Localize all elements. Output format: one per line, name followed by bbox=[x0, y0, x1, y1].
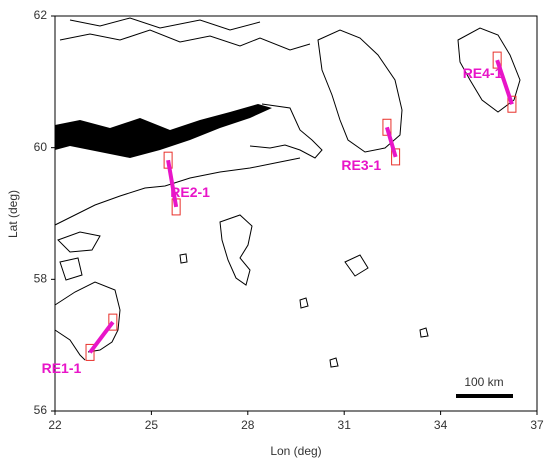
end-box bbox=[391, 148, 401, 166]
y-tick-label: 62 bbox=[34, 8, 48, 22]
transect-label: RE4-1 bbox=[463, 65, 503, 81]
end-box bbox=[108, 313, 118, 331]
y-tick-label: 56 bbox=[34, 403, 48, 417]
scale-bar-label: 100 km bbox=[464, 375, 503, 389]
transect-label: RE3-1 bbox=[341, 157, 381, 173]
end-box bbox=[507, 95, 517, 113]
transect-label: RE1-1 bbox=[42, 360, 82, 376]
x-tick-label: 37 bbox=[530, 418, 544, 432]
transect bbox=[88, 320, 115, 354]
plot-frame bbox=[54, 15, 538, 412]
x-tick-label: 34 bbox=[434, 418, 448, 432]
y-tick-label: 60 bbox=[34, 140, 48, 154]
transect bbox=[495, 59, 514, 105]
transect bbox=[385, 126, 398, 158]
end-box bbox=[492, 51, 502, 69]
x-tick-label: 28 bbox=[241, 418, 255, 432]
transect-label: RE2-1 bbox=[170, 184, 210, 200]
end-box bbox=[85, 343, 95, 361]
y-tick-label: 58 bbox=[34, 272, 48, 286]
x-tick-label: 25 bbox=[145, 418, 159, 432]
coastlines bbox=[54, 17, 521, 368]
x-axis-label: Lon (deg) bbox=[270, 444, 321, 458]
end-box bbox=[382, 118, 392, 136]
x-tick-label: 31 bbox=[338, 418, 352, 432]
transect bbox=[166, 159, 179, 208]
x-tick-label: 22 bbox=[48, 418, 62, 432]
y-axis-label: Lat (deg) bbox=[6, 190, 20, 238]
